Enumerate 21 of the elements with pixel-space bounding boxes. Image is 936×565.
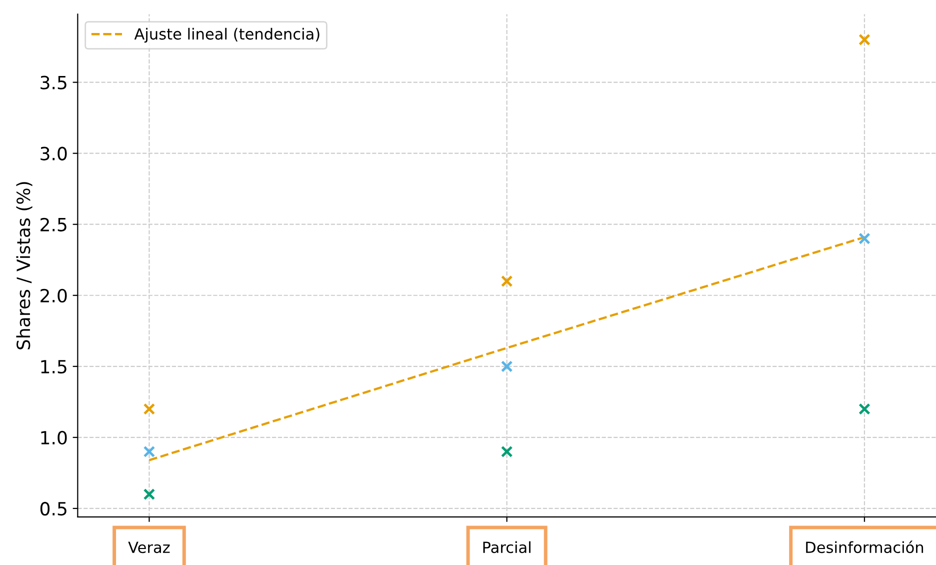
point	[858, 232, 870, 244]
y-tick-label: 1.0	[41, 430, 67, 445]
y-tick-label: 2.0	[40, 288, 67, 302]
point	[143, 403, 156, 415]
x-tick-label: Parcial	[483, 541, 530, 554]
point	[500, 446, 513, 458]
point	[143, 488, 156, 500]
y-tick-label: 0.5	[40, 502, 66, 516]
x-tick-label: Desinformación	[806, 540, 924, 554]
x-tick-label: Veraz	[128, 542, 170, 554]
y-tick-label: 2.5	[40, 218, 66, 232]
point	[143, 446, 156, 458]
y-axis-title: Shares / Vistas (%)	[16, 182, 32, 350]
y-tick-label: 3.5	[40, 76, 66, 90]
point	[858, 403, 870, 415]
point	[500, 275, 513, 288]
y-tick-label: 3.0	[40, 146, 67, 160]
point	[858, 34, 870, 46]
y-tick-label: 1.5	[41, 360, 66, 374]
legend-label: Ajuste lineal (tendencia)	[134, 28, 320, 43]
point	[500, 360, 513, 372]
